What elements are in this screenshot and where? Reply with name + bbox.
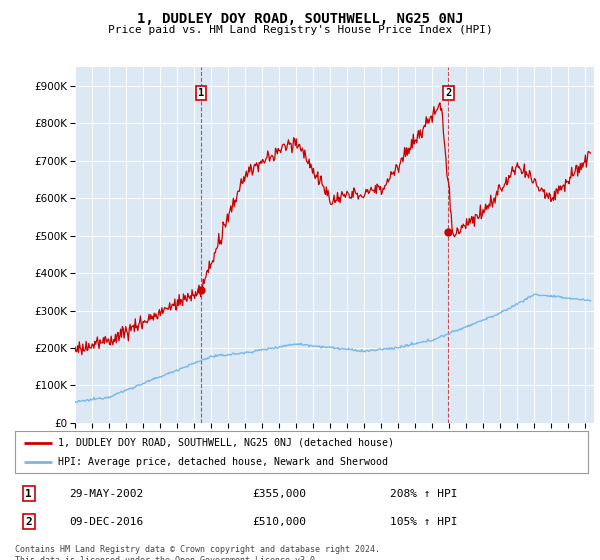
Text: 208% ↑ HPI: 208% ↑ HPI (390, 489, 458, 499)
Text: 2: 2 (25, 517, 32, 527)
Text: 29-MAY-2002: 29-MAY-2002 (69, 489, 143, 499)
Text: 1, DUDLEY DOY ROAD, SOUTHWELL, NG25 0NJ (detached house): 1, DUDLEY DOY ROAD, SOUTHWELL, NG25 0NJ … (58, 437, 394, 447)
Text: 105% ↑ HPI: 105% ↑ HPI (390, 517, 458, 527)
Text: 1: 1 (198, 88, 204, 99)
Text: Contains HM Land Registry data © Crown copyright and database right 2024.
This d: Contains HM Land Registry data © Crown c… (15, 545, 380, 560)
Text: 2: 2 (445, 88, 451, 99)
Text: 1: 1 (25, 489, 32, 499)
Text: 09-DEC-2016: 09-DEC-2016 (69, 517, 143, 527)
Text: HPI: Average price, detached house, Newark and Sherwood: HPI: Average price, detached house, Newa… (58, 457, 388, 467)
Text: £510,000: £510,000 (252, 517, 306, 527)
Text: Price paid vs. HM Land Registry's House Price Index (HPI): Price paid vs. HM Land Registry's House … (107, 25, 493, 35)
Text: 1, DUDLEY DOY ROAD, SOUTHWELL, NG25 0NJ: 1, DUDLEY DOY ROAD, SOUTHWELL, NG25 0NJ (137, 12, 463, 26)
Text: £355,000: £355,000 (252, 489, 306, 499)
